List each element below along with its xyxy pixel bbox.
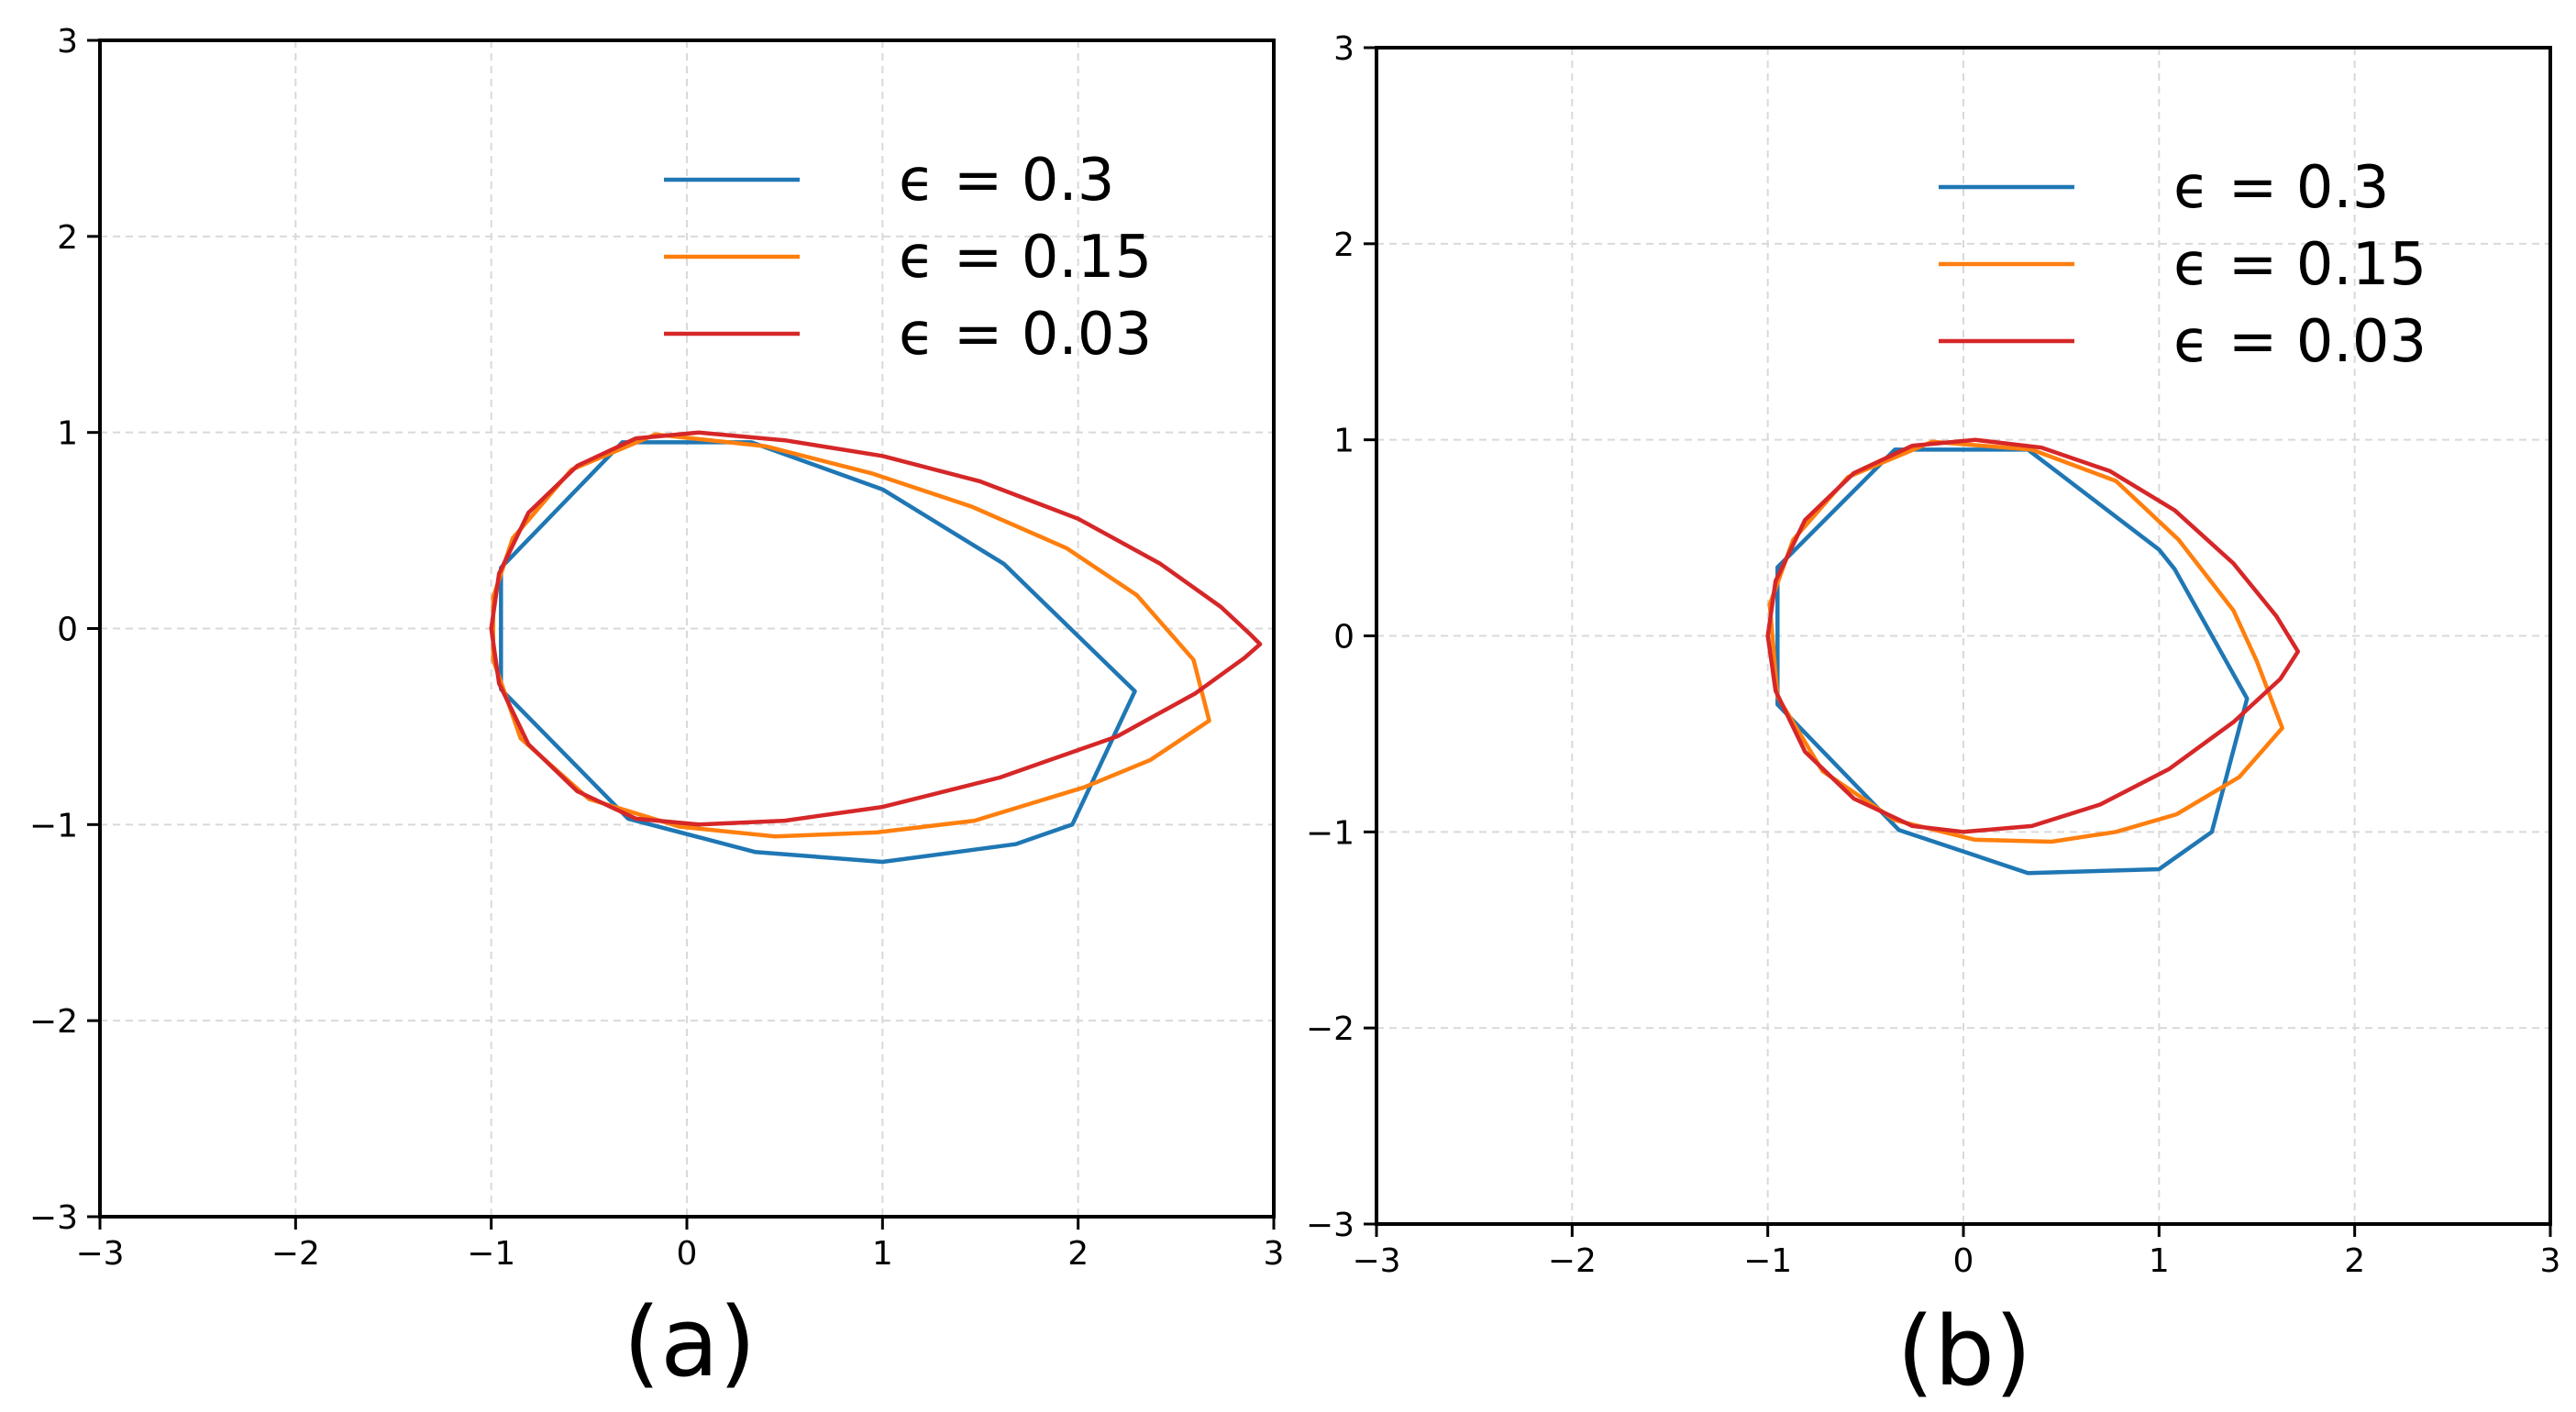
x-tick-label: 0 (677, 1235, 698, 1273)
y-tick-label: −1 (29, 807, 78, 844)
panel-caption: (b) (1896, 1296, 2031, 1407)
y-tick-label: 1 (57, 415, 78, 453)
legend-label-1: ϵ = 0.3 (899, 147, 1114, 215)
chart-panel-a: −3 −2 −1 0 1 2 3 −3 −2 −1 0 1 2 3 ϵ = 0.3 ϵ = 0.15 ϵ = 0… (29, 23, 1285, 1398)
x-tick-label: −3 (1352, 1242, 1400, 1280)
y-tick-label: 0 (57, 612, 78, 649)
legend-label-1: ϵ = 0.3 (2173, 154, 2389, 222)
y-tick-label: 0 (1333, 619, 1354, 656)
series-line-2 (1767, 439, 2284, 844)
series-line-2 (491, 432, 1211, 839)
y-tick-label: −3 (1306, 1207, 1354, 1244)
chart-panel-b: −3 −2 −1 0 1 2 3 −3 −2 −1 0 1 2 3 ϵ = 0.3 ϵ = 0.15 ϵ = 0… (1306, 30, 2561, 1407)
legend-label-2: ϵ = 0.15 (899, 224, 1152, 292)
plot-frame (1375, 46, 2552, 1226)
x-tick-label: 1 (2149, 1242, 2170, 1280)
panel-caption: (a) (624, 1286, 757, 1398)
x-tick-label: 2 (1067, 1235, 1089, 1273)
x-tick-label: 3 (2540, 1242, 2561, 1280)
x-tick-label: −3 (75, 1235, 124, 1273)
legend-label-2: ϵ = 0.15 (2173, 231, 2427, 299)
series-line-3 (1765, 437, 2301, 834)
y-tick-label: 3 (57, 23, 78, 61)
x-tick-label: 3 (1264, 1235, 1285, 1273)
y-tick-label: −2 (1306, 1010, 1354, 1048)
plot-frame (98, 39, 1276, 1219)
legend-label-3: ϵ = 0.03 (2173, 308, 2427, 376)
y-tick-label: 1 (1333, 423, 1354, 460)
y-tick-label: −1 (1306, 814, 1354, 852)
y-tick-label: 2 (1333, 226, 1354, 264)
y-tick-label: 2 (57, 219, 78, 257)
series-line-1 (499, 440, 1137, 865)
x-tick-label: −2 (1548, 1242, 1597, 1280)
y-tick-label: −2 (29, 1003, 78, 1041)
y-tick-label: 3 (1333, 30, 1354, 68)
x-tick-label: 0 (1953, 1242, 1974, 1280)
legend-label-3: ϵ = 0.03 (899, 301, 1152, 369)
x-tick-label: −1 (1743, 1242, 1792, 1280)
series-line-3 (489, 430, 1263, 827)
x-tick-label: −1 (467, 1235, 515, 1273)
x-tick-label: 2 (2344, 1242, 2365, 1280)
y-tick-label: −3 (29, 1199, 78, 1237)
x-tick-label: 1 (872, 1235, 893, 1273)
x-tick-label: −2 (271, 1235, 320, 1273)
